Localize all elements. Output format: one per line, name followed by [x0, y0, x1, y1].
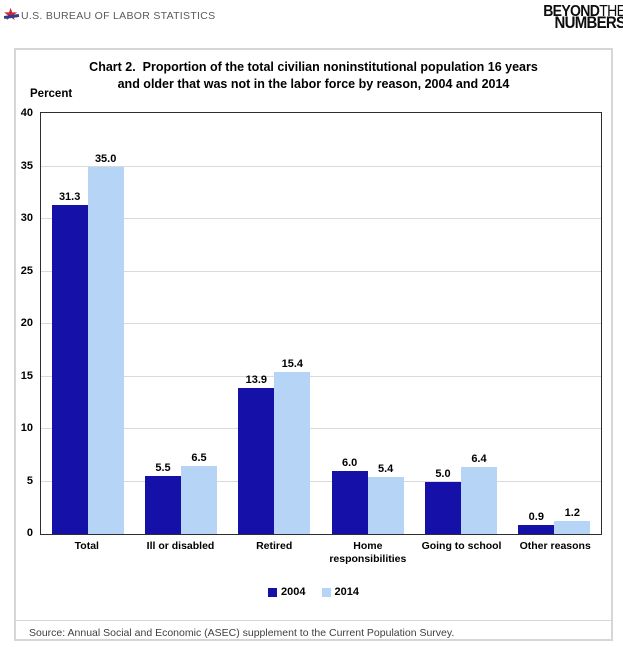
bar-with-label: 13.9: [238, 374, 275, 534]
bar-value-label: 6.4: [471, 452, 487, 465]
bar-2004: [51, 205, 88, 534]
bls-star-swoosh: [3, 13, 20, 19]
plot-area: 31.3 35.0 5.5 6.5 13.9 15.4 6.0 5.4 5.0 6.4 0.9 1.2: [40, 112, 602, 535]
legend-item: 2004: [268, 586, 306, 598]
bar-2004: [424, 481, 461, 534]
footer-divider: [16, 620, 611, 621]
bar-2004: [238, 388, 275, 534]
bar-group: 0.9 1.2: [518, 507, 591, 534]
bar-value-label: 0.9: [528, 510, 544, 523]
bar-with-label: 0.9: [518, 510, 555, 534]
legend-label: 2014: [334, 586, 359, 598]
bar-value-label: 1.2: [564, 507, 580, 520]
y-tick-label: 30: [20, 212, 33, 224]
bars-container: 31.3 35.0 5.5 6.5 13.9 15.4 6.0 5.4 5.0 6.4 0.9 1.2: [41, 113, 601, 534]
legend-swatch: [268, 587, 278, 597]
y-tick-label: 40: [20, 107, 33, 119]
bar-with-label: 6.4: [460, 452, 497, 534]
bar-group: 13.9 15.4: [238, 358, 311, 534]
bls-star-icon: ★: [3, 6, 21, 24]
bar-group: 5.5 6.5: [144, 451, 217, 534]
bar-2004: [144, 476, 181, 534]
page-header: ★ U.S. BUREAU OF LABOR STATISTICS BEYOND…: [0, 0, 623, 46]
bar-2014: [367, 477, 404, 534]
bar-2014: [460, 466, 497, 534]
gridline: [41, 375, 601, 377]
gridline: [41, 323, 601, 324]
y-tick-label: 15: [20, 369, 33, 382]
bar-2004: [331, 471, 368, 534]
gridline: [41, 480, 601, 482]
bar-2014: [554, 521, 591, 534]
y-tick-label: 10: [20, 422, 33, 434]
y-tick-label: 0: [26, 527, 33, 539]
bar-with-label: 35.0: [87, 152, 124, 534]
legend-item: 2014: [321, 586, 359, 598]
source-note: Source: Annual Social and Economic (ASEC…: [29, 627, 455, 639]
bar-value-label: 5.5: [155, 462, 171, 475]
bar-2014: [87, 166, 124, 534]
chart-container: Chart 2. Proportion of the total civilia…: [14, 48, 613, 641]
beyond-the-numbers-logo: BEYONDTHE NUMBERS: [542, 3, 623, 32]
gridline: [41, 428, 601, 429]
bar-2014: [180, 465, 217, 534]
bar-value-label: 6.5: [191, 451, 207, 464]
y-tick-label: 5: [26, 474, 33, 487]
bar-value-label: 31.3: [58, 191, 81, 204]
y-tick-label: 25: [20, 264, 33, 277]
bar-value-label: 13.9: [245, 374, 268, 387]
legend-label: 2004: [281, 586, 306, 598]
bar-value-label: 15.4: [281, 358, 304, 371]
x-axis-labels: Total Ill or disabled Retired Home responsi…: [40, 540, 602, 566]
x-category-label: Going to school: [421, 540, 502, 552]
agency-title: U.S. BUREAU OF LABOR STATISTICS: [21, 10, 216, 22]
bar-with-label: 6.0: [331, 457, 368, 534]
bar-with-label: 15.4: [274, 358, 311, 534]
chart-title-line1: Chart 2. Proportion of the total civilia…: [89, 60, 538, 74]
bar-with-label: 5.5: [144, 462, 181, 534]
x-category-label: Total: [74, 540, 99, 552]
x-category-label: Ill or disabled: [146, 540, 215, 552]
logo-beyond: BEYOND: [542, 3, 600, 20]
bar-with-label: 6.5: [180, 451, 217, 534]
bar-2014: [274, 372, 311, 534]
x-category-label: Retired: [256, 540, 293, 552]
gridline: [41, 270, 601, 272]
legend-swatch: [321, 587, 331, 597]
y-tick-label: 35: [20, 159, 33, 172]
y-tick-label: 20: [20, 317, 33, 329]
y-axis-label: Percent: [30, 88, 73, 100]
chart-legend: 2004 2014: [16, 586, 611, 598]
gridline: [41, 165, 601, 167]
bar-with-label: 5.4: [367, 463, 404, 534]
chart-title-line2: and older that was not in the labor forc…: [117, 77, 510, 91]
bar-group: 5.0 6.4: [424, 452, 497, 534]
x-category-label: Other reasons: [519, 540, 591, 552]
bar-with-label: 1.2: [554, 507, 591, 534]
bar-with-label: 5.0: [424, 467, 461, 534]
y-axis-ticks: 0 5 10 15 20 25 30 35 40: [16, 107, 35, 539]
bar-with-label: 31.3: [51, 191, 88, 534]
logo-the: THE: [598, 3, 623, 20]
bar-value-label: 6.0: [341, 457, 358, 469]
bar-group: 6.0 5.4: [331, 457, 404, 534]
x-category-label: Home responsibilities: [329, 540, 407, 565]
bar-value-label: 5.0: [435, 467, 451, 480]
gridline: [41, 218, 601, 219]
bar-2004: [518, 524, 555, 534]
bar-value-label: 35.0: [94, 152, 117, 165]
bar-group: 31.3 35.0: [51, 152, 124, 534]
bar-value-label: 5.4: [377, 463, 394, 476]
logo-numbers: NUMBERS: [554, 13, 623, 32]
